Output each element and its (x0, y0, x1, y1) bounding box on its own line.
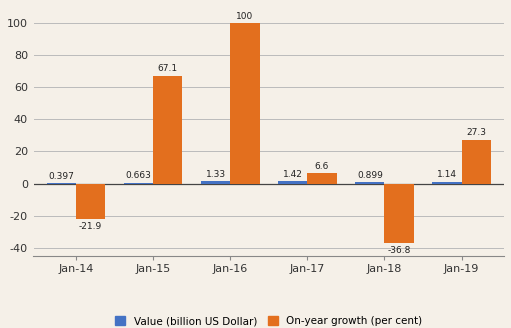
Text: 6.6: 6.6 (315, 162, 329, 171)
Text: 0.397: 0.397 (49, 172, 74, 180)
Text: -36.8: -36.8 (387, 246, 411, 255)
Bar (124, 182, 153, 184)
Legend: Value (billion US Dollar), On-year growth (per cent): Value (billion US Dollar), On-year growt… (111, 312, 427, 328)
Bar (355, 182, 384, 184)
Text: 100: 100 (236, 11, 253, 21)
Bar (153, 76, 182, 184)
Text: 67.1: 67.1 (158, 64, 178, 73)
Bar (201, 181, 230, 184)
Text: 27.3: 27.3 (466, 128, 486, 137)
Bar (230, 23, 260, 184)
Text: 0.899: 0.899 (357, 171, 383, 180)
Bar (307, 173, 337, 184)
Text: 1.42: 1.42 (283, 170, 303, 179)
Bar (461, 140, 491, 184)
Bar (47, 183, 76, 184)
Text: 0.663: 0.663 (126, 171, 151, 180)
Text: 1.14: 1.14 (437, 170, 457, 179)
Bar (432, 182, 461, 184)
Bar (384, 184, 414, 243)
Bar (278, 181, 307, 184)
Text: -21.9: -21.9 (79, 222, 102, 231)
Text: 1.33: 1.33 (205, 170, 226, 179)
Bar (76, 184, 105, 219)
